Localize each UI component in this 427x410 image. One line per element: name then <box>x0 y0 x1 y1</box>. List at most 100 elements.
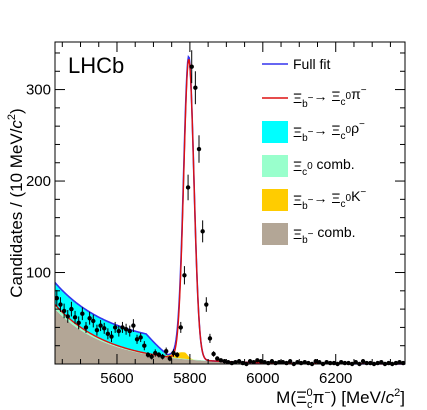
legend-item-signal: Ξb−→ Ξc0π− <box>262 85 367 110</box>
x-axis-title-c: c <box>386 388 395 407</box>
marker <box>80 311 85 316</box>
marker <box>109 334 114 339</box>
marker <box>251 359 256 365</box>
data-point <box>160 353 165 360</box>
legend-label: Ξb−→ Ξc0K− <box>293 187 366 212</box>
marker <box>280 359 286 365</box>
legend-label: Ξb−→ Ξc0ρ− <box>293 119 365 144</box>
x-tick-label: 5800 <box>173 370 206 387</box>
data-point <box>54 289 60 307</box>
fit-components <box>55 282 405 364</box>
marker <box>218 358 224 363</box>
x-axis-title-m: M(Ξ <box>276 388 307 407</box>
legend-swatch-box <box>262 223 288 245</box>
data-point <box>269 359 275 364</box>
x-axis-title: M(Ξc0π−) [MeV/c2] <box>276 387 405 410</box>
data-point <box>397 359 402 365</box>
data-point <box>324 359 329 365</box>
data-point <box>87 311 92 325</box>
marker <box>317 359 322 365</box>
data-point <box>174 352 180 358</box>
marker <box>295 359 300 365</box>
data-point <box>138 332 143 343</box>
legend-item-rho: Ξb−→ Ξc0ρ− <box>262 119 365 144</box>
data-point <box>218 358 224 363</box>
legend-item-comb-c: Ξc0 comb. <box>262 155 355 178</box>
marker <box>149 354 154 359</box>
data-point <box>83 321 89 333</box>
data-point <box>211 351 216 357</box>
data-point <box>295 359 300 365</box>
marker <box>277 359 282 365</box>
marker <box>163 348 169 354</box>
plot-frame <box>54 41 406 365</box>
data-point <box>287 359 293 364</box>
fit-curves <box>54 54 406 365</box>
marker <box>258 359 264 364</box>
marker <box>353 359 358 365</box>
x-tick-labels: 5600 5800 6000 6200 <box>100 370 352 387</box>
x-axis-title-sub: c <box>307 399 313 410</box>
marker <box>379 359 384 365</box>
data-point <box>58 297 63 312</box>
x-axis-title-sup: 0 <box>307 387 313 399</box>
data-point <box>127 325 132 337</box>
data-point <box>317 359 322 365</box>
data-point <box>178 321 183 333</box>
y-axis-title-sup: 2 <box>6 114 18 120</box>
y-axis-title-c: c <box>7 120 26 129</box>
marker <box>233 359 238 365</box>
marker <box>145 352 151 358</box>
legend-label: Ξc0 comb. <box>293 156 355 178</box>
axis-ticks <box>55 42 405 364</box>
data-point <box>280 359 286 365</box>
signal-curve <box>54 59 406 365</box>
marker <box>236 359 242 364</box>
area-comb_b <box>55 309 405 364</box>
data-point <box>131 319 136 332</box>
data-point <box>102 322 107 334</box>
data-point <box>61 303 67 319</box>
legend-item-full-fit: Full fit <box>262 56 330 72</box>
data-point <box>105 328 111 340</box>
marker <box>58 302 63 307</box>
x-tick-label: 6000 <box>246 370 279 387</box>
marker <box>91 318 96 324</box>
legend-swatch-box <box>262 155 288 177</box>
y-tick-label: 200 <box>26 173 51 190</box>
data-point <box>80 307 85 321</box>
data-point <box>72 310 78 324</box>
y-axis-title-prefix: Candidates / (10 MeV/ <box>7 128 26 297</box>
marker <box>127 328 132 334</box>
legend-label: Ξb− comb. <box>293 224 356 246</box>
marker <box>61 308 67 314</box>
marker <box>87 316 92 321</box>
legend-item-kaon: Ξb−→ Ξc0K− <box>262 187 366 212</box>
data-point <box>222 359 227 364</box>
data-point <box>171 349 176 357</box>
marker <box>134 337 140 342</box>
marker <box>167 356 173 361</box>
data-point <box>120 321 125 333</box>
data-point <box>65 310 70 323</box>
marker <box>94 327 100 333</box>
data-point <box>236 359 242 364</box>
y-tick-labels: 100 200 300 <box>26 82 51 282</box>
y-axis-title: Candidates / (10 MeV/c2) <box>6 108 26 297</box>
data-point <box>200 220 205 243</box>
marker <box>185 185 191 190</box>
data-point <box>204 297 209 312</box>
x-axis-title-pi: π <box>313 388 325 407</box>
data-point <box>302 359 307 365</box>
marker <box>131 323 136 328</box>
marker <box>222 359 227 364</box>
marker <box>204 302 209 307</box>
legend-label: Full fit <box>293 56 330 72</box>
data-point <box>338 359 344 365</box>
marker <box>54 295 60 301</box>
data-point <box>163 347 169 355</box>
marker <box>338 359 344 365</box>
data-point <box>156 352 162 358</box>
x-axis-title-minus: − <box>324 387 330 399</box>
